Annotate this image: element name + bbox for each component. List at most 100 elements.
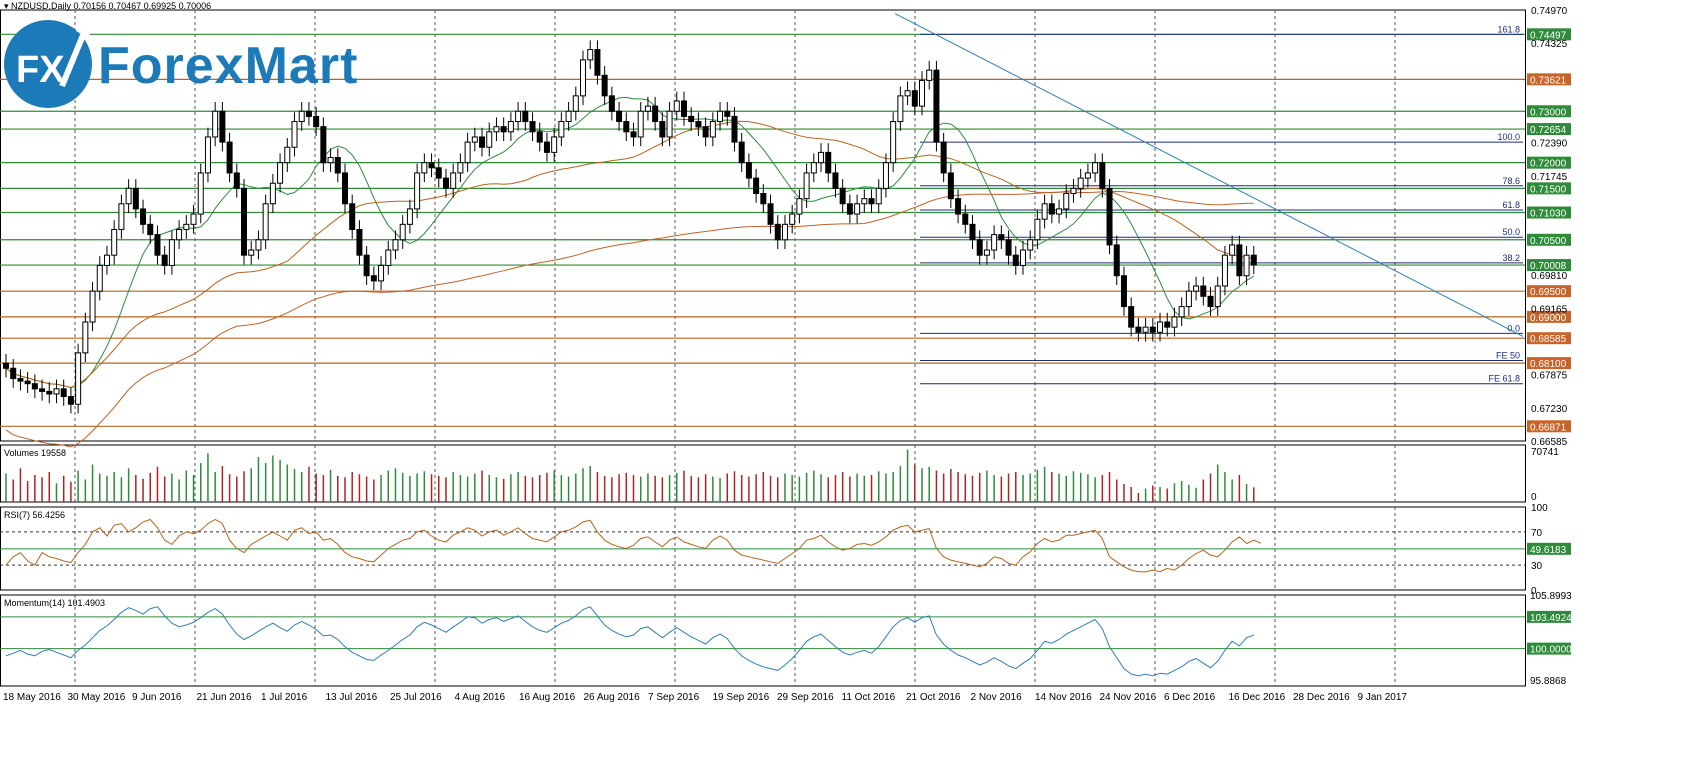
candle-body — [920, 80, 925, 106]
price-tick-label: 0.69810 — [1531, 271, 1568, 282]
candle-body — [451, 173, 456, 188]
candle-body — [869, 199, 874, 204]
candle-body — [689, 116, 694, 121]
rsi-tick-label: 100 — [1531, 503, 1548, 514]
candle-body — [645, 106, 650, 111]
time-axis: 18 May 2016 30 May 2016 9 Jun 2016 21 Jun 2… — [3, 692, 1407, 703]
rsi-line — [6, 520, 1261, 572]
level-tag-text: 0.71500 — [1530, 184, 1567, 195]
candle-body — [299, 111, 304, 121]
candle-body — [963, 214, 968, 224]
candle-body — [855, 204, 860, 214]
fib-label: 38.2 — [1502, 253, 1520, 263]
symbol-title: ▾ NZDUSD,Daily 0.70156 0.70467 0.69925 0… — [4, 1, 211, 11]
momentum-tick-label: 103.4924 — [1530, 613, 1572, 624]
candle-body — [811, 163, 816, 173]
candle-body — [905, 91, 910, 96]
candle-body — [47, 391, 52, 394]
volume-tick-label: 70741 — [1531, 447, 1559, 458]
candle-body — [840, 188, 845, 203]
candle-body — [1028, 240, 1033, 250]
candle-body — [732, 116, 737, 142]
candle-body — [1215, 286, 1220, 307]
candle-body — [263, 204, 268, 240]
time-tick-label: 21 Jun 2016 — [197, 692, 252, 703]
time-tick-label: 6 Dec 2016 — [1164, 692, 1216, 703]
candle-body — [1064, 194, 1069, 209]
candle-body — [1194, 286, 1199, 291]
momentum-title: Momentum(14) 101.4903 — [4, 598, 105, 608]
candle-body — [465, 142, 470, 163]
candle-body — [328, 158, 333, 163]
candle-body — [191, 214, 196, 224]
candle-body — [126, 188, 131, 203]
candle-body — [400, 224, 405, 239]
level-tag-text: 0.72654 — [1530, 125, 1567, 136]
candle-body — [1006, 240, 1011, 255]
candle-body — [826, 152, 831, 173]
candle-body — [379, 265, 384, 280]
logo-mark-text: FX — [16, 49, 65, 91]
candle-body — [357, 229, 362, 255]
candle-body — [1165, 322, 1170, 327]
candle-body — [270, 183, 275, 204]
candle-body — [11, 368, 16, 378]
candle-body — [1143, 327, 1148, 332]
candle-body — [984, 250, 989, 255]
time-tick-label: 11 Oct 2016 — [842, 692, 896, 703]
candle-body — [883, 163, 888, 189]
candle-body — [956, 199, 961, 214]
candle-body — [1100, 163, 1105, 189]
candle-body — [1230, 245, 1235, 255]
momentum-panel — [0, 607, 1525, 676]
time-tick-label: 14 Nov 2016 — [1035, 692, 1092, 703]
candle-body — [61, 389, 66, 397]
fib-label: FE 50 — [1496, 351, 1520, 361]
candle-body — [516, 111, 521, 121]
candle-body — [364, 255, 369, 276]
candle-body — [350, 204, 355, 230]
logo-text: ForexMart — [98, 36, 358, 96]
candle-body — [494, 127, 499, 132]
candle-body — [213, 111, 218, 137]
momentum-tick-label: 95.8868 — [1530, 676, 1567, 687]
candle-body — [1121, 276, 1126, 307]
candle-body — [602, 75, 607, 96]
candle-body — [68, 397, 73, 405]
candle-body — [133, 188, 138, 209]
time-tick-label: 1 Jul 2016 — [261, 692, 308, 703]
candle-body — [544, 142, 549, 152]
candle-body — [306, 111, 311, 116]
candle-body — [862, 199, 867, 204]
candle-body — [249, 250, 254, 255]
candle-body — [1244, 255, 1249, 276]
candle-body — [898, 96, 903, 122]
candle-body — [775, 224, 780, 239]
fib-label: FE 61.8 — [1488, 374, 1520, 384]
rsi-tick-label: 30 — [1531, 561, 1543, 572]
time-tick-label: 2 Nov 2016 — [971, 692, 1023, 703]
candle-body — [1201, 286, 1206, 296]
volume-title: Volumes 19558 — [4, 448, 66, 458]
candle-body — [205, 137, 210, 173]
candle-body — [833, 173, 838, 188]
candle-body — [631, 132, 636, 137]
panel-border-3 — [1, 595, 1526, 686]
candle-body — [660, 122, 665, 137]
candle-body — [718, 111, 723, 121]
candle-body — [148, 224, 153, 234]
candle-body — [912, 91, 917, 106]
candle-body — [1129, 307, 1134, 328]
candle-body — [847, 204, 852, 214]
candle-body — [169, 240, 174, 266]
candle-body — [184, 224, 189, 229]
candle-body — [198, 173, 203, 214]
candle-body — [220, 111, 225, 142]
candle-body — [970, 224, 975, 239]
level-tag-text: 0.69500 — [1530, 287, 1567, 298]
candle-body — [977, 240, 982, 255]
time-tick-label: 26 Aug 2016 — [584, 692, 641, 703]
level-tag-text: 0.73621 — [1530, 75, 1567, 86]
candle-body — [1049, 204, 1054, 214]
candle-body — [1222, 255, 1227, 286]
